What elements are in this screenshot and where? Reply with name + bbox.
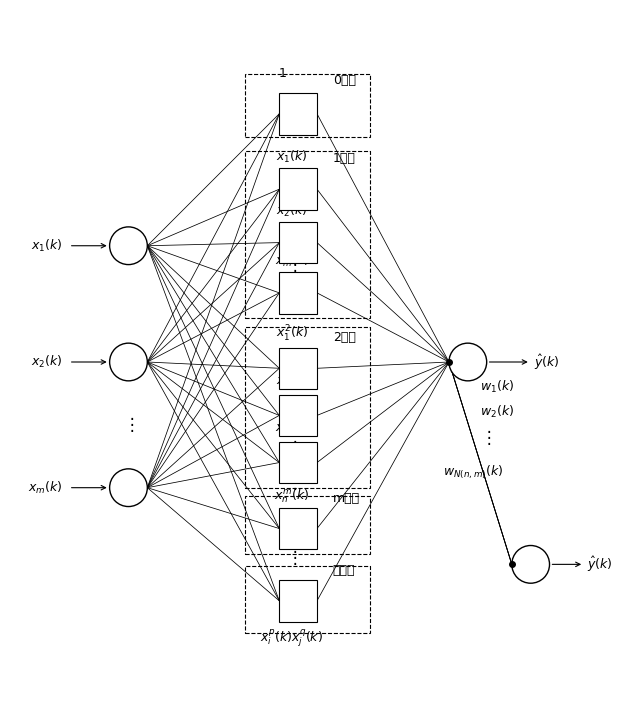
Text: $\vdots$: $\vdots$ <box>287 426 297 445</box>
Text: $\vdots$: $\vdots$ <box>287 548 297 567</box>
Bar <box>280 395 317 436</box>
Circle shape <box>110 469 147 507</box>
Bar <box>280 169 317 210</box>
Text: $x_1(k)$: $x_1(k)$ <box>31 237 63 254</box>
Text: $x_1^2(k)$: $x_1^2(k)$ <box>276 324 308 345</box>
Bar <box>280 348 317 389</box>
Bar <box>280 93 317 135</box>
Bar <box>245 496 370 554</box>
Bar <box>280 580 317 621</box>
Text: 0次项: 0次项 <box>333 74 356 87</box>
Text: 1次项: 1次项 <box>333 152 356 165</box>
Bar <box>280 272 317 313</box>
Text: $\hat{y}(k)$: $\hat{y}(k)$ <box>534 353 559 371</box>
Circle shape <box>110 227 147 264</box>
Text: $x_n^m(k)$: $x_n^m(k)$ <box>275 487 309 505</box>
Text: 分数阶: 分数阶 <box>333 564 355 577</box>
Circle shape <box>449 343 487 381</box>
Text: $x_i^p(k)x_j^q(k)$: $x_i^p(k)x_j^q(k)$ <box>261 628 323 649</box>
Text: $x_2(k)$: $x_2(k)$ <box>31 354 63 370</box>
Text: $x_2^2(k)$: $x_2^2(k)$ <box>276 371 308 392</box>
Circle shape <box>512 545 550 584</box>
Text: $\vdots$: $\vdots$ <box>287 255 297 274</box>
Text: $\vdots$: $\vdots$ <box>123 416 134 434</box>
Text: $w_{N(n,m)}(k)$: $w_{N(n,m)}(k)$ <box>443 463 503 481</box>
Bar <box>245 327 370 488</box>
Bar <box>245 74 370 137</box>
Text: $\vdots$: $\vdots$ <box>481 428 491 447</box>
Text: $x_m^2(k)$: $x_m^2(k)$ <box>275 418 309 439</box>
Text: $w_2(k)$: $w_2(k)$ <box>481 404 514 421</box>
Text: 2次项: 2次项 <box>333 332 356 345</box>
Bar <box>280 442 317 484</box>
Text: $\vdots$: $\vdots$ <box>287 473 297 492</box>
Bar <box>245 565 370 634</box>
Text: $x_1(k)$: $x_1(k)$ <box>276 149 307 165</box>
Text: $x_m(k)$: $x_m(k)$ <box>28 479 63 496</box>
Text: $w_1(k)$: $w_1(k)$ <box>481 379 514 395</box>
Text: $x_2(k)$: $x_2(k)$ <box>276 203 307 219</box>
Bar <box>280 222 317 264</box>
Bar <box>245 151 370 318</box>
Text: $x_m(k)$: $x_m(k)$ <box>275 253 309 269</box>
Circle shape <box>110 343 147 381</box>
Text: $\hat{y}(k)$: $\hat{y}(k)$ <box>587 555 613 574</box>
Text: 1: 1 <box>278 67 287 80</box>
Text: m次项: m次项 <box>333 492 360 505</box>
Bar <box>280 508 317 550</box>
